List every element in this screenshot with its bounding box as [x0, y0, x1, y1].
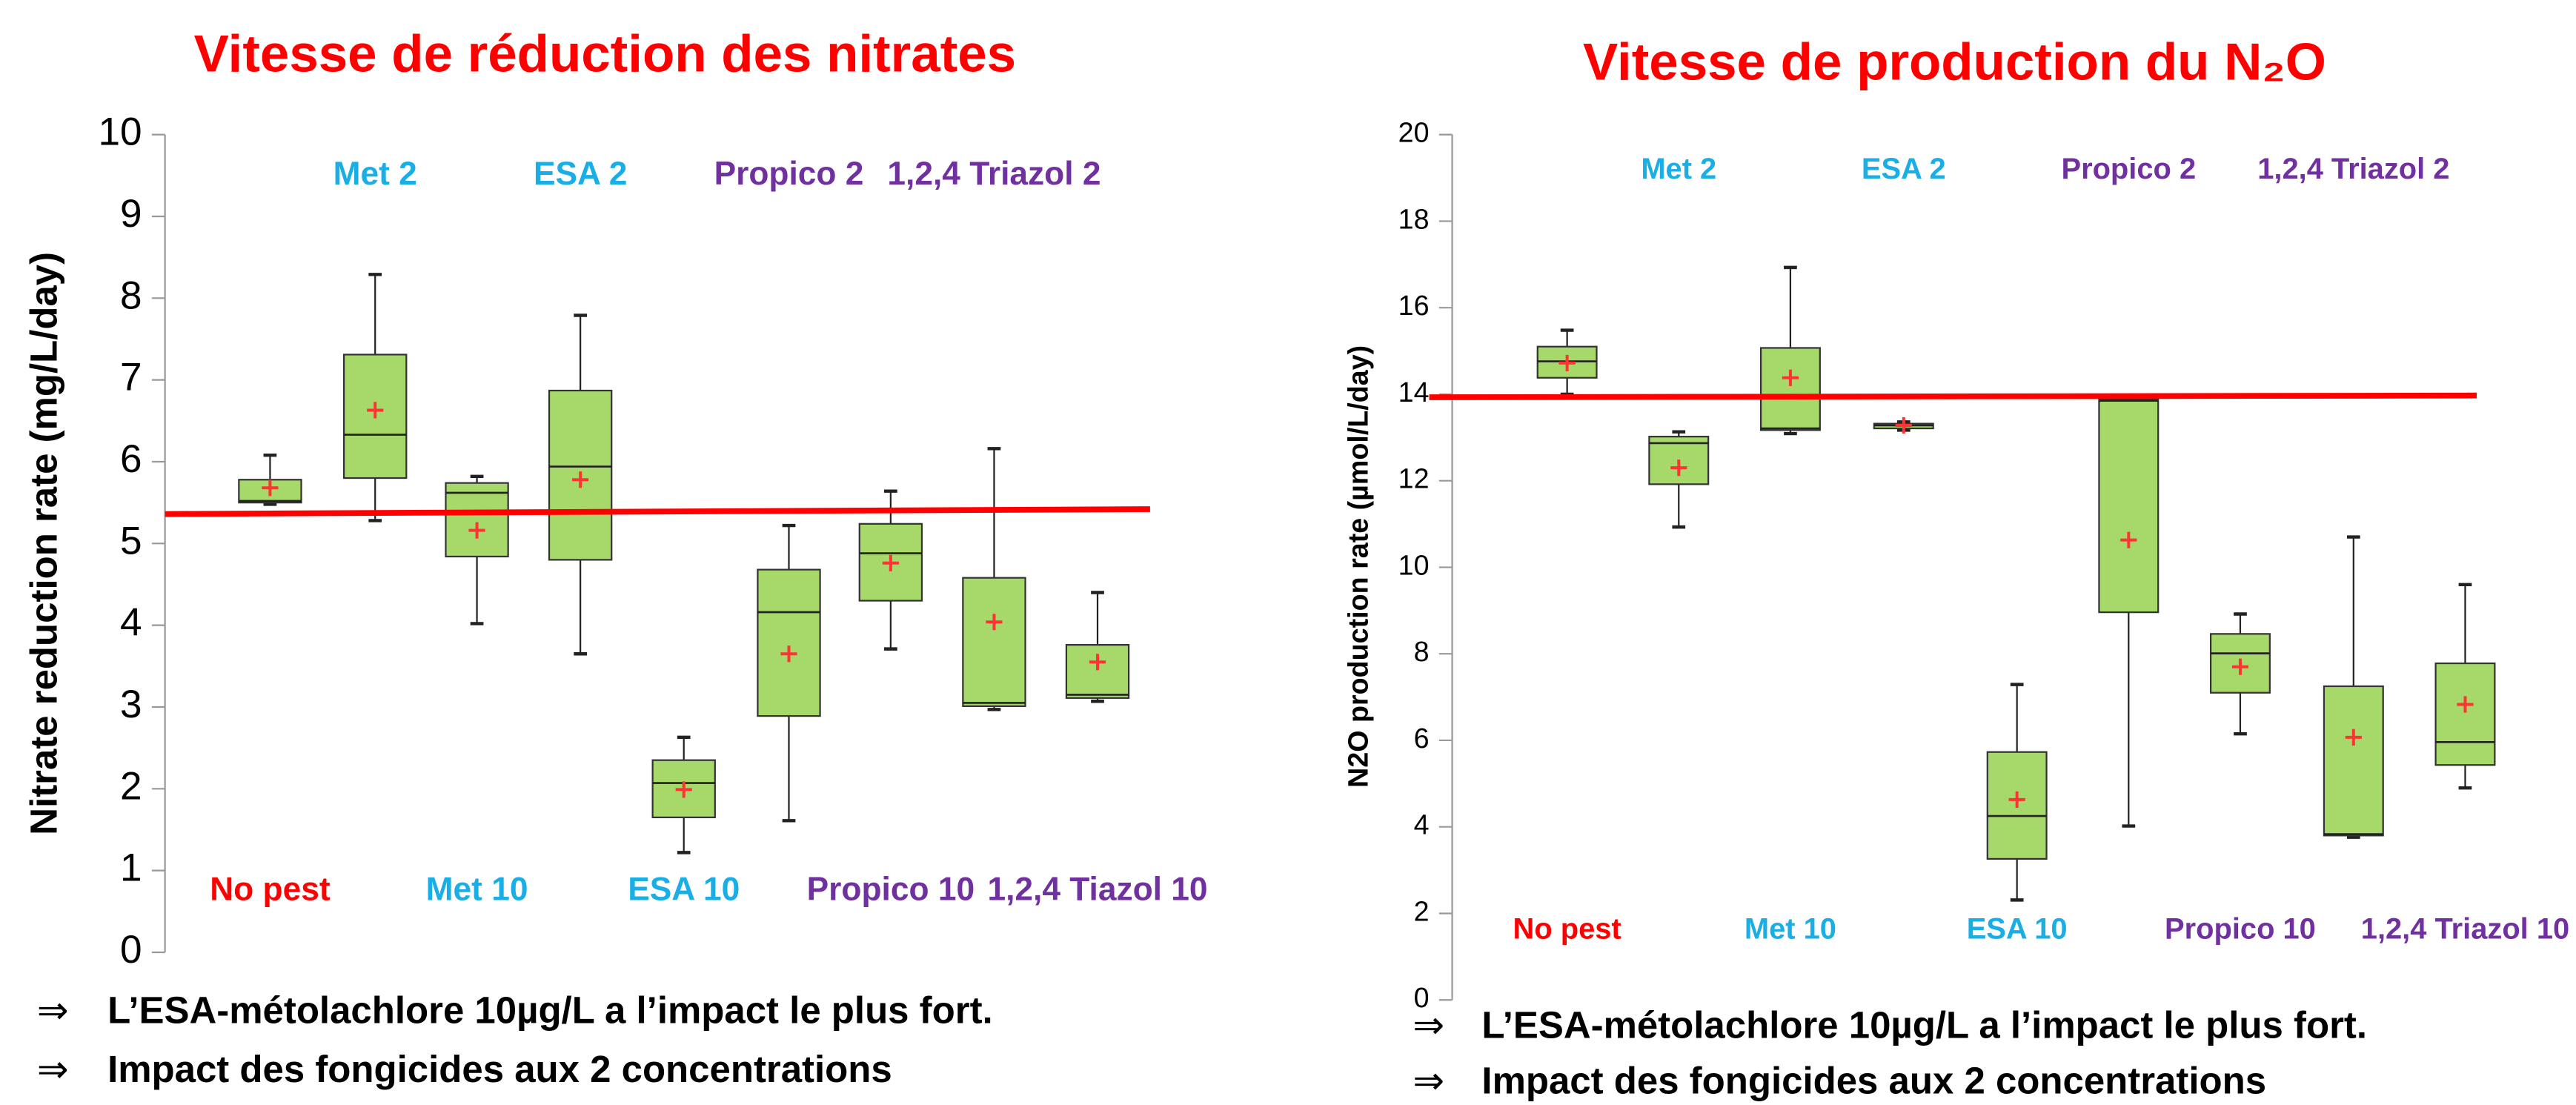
mean-marker: [882, 554, 899, 571]
y-tick-label: 4: [120, 601, 142, 645]
y-tick-label: 8: [1414, 636, 1430, 667]
note-marker: ⇒: [37, 1048, 69, 1090]
category-label: No pest: [1513, 913, 1621, 946]
category-label: ESA 10: [628, 872, 740, 908]
mean-marker: [2008, 791, 2025, 809]
box: [2098, 398, 2160, 614]
y-tick-label: 2: [120, 764, 142, 808]
note: L’ESA-métolachlore 10µg/L a l’impact le …: [107, 989, 993, 1031]
y-tick-label: 14: [1398, 376, 1430, 408]
chart-title: Vitesse de réduction des nitrates: [194, 24, 1016, 83]
mean-marker: [2345, 729, 2362, 746]
reference-line: [165, 506, 1150, 517]
mean-marker: [262, 480, 279, 497]
y-tick-label: 0: [120, 928, 142, 972]
mean-marker: [2457, 696, 2474, 713]
y-tick-label: 16: [1398, 290, 1430, 321]
y-tick-label: 18: [1398, 203, 1430, 234]
box: [2434, 662, 2496, 766]
mean-marker: [1670, 459, 1687, 477]
box: [445, 482, 509, 558]
box: [962, 577, 1026, 707]
category-label: Propico 10: [2165, 913, 2316, 946]
note-marker: ⇒: [37, 989, 69, 1031]
reference-line: [1429, 392, 2477, 400]
box: [2323, 685, 2384, 837]
y-tick-label: 6: [1414, 723, 1430, 754]
y-tick-label: 3: [120, 683, 142, 726]
y-tick-label: 20: [1398, 117, 1430, 148]
box: [1759, 347, 1821, 431]
mean-marker: [2231, 658, 2249, 675]
mean-marker: [2120, 531, 2137, 548]
mean-marker: [1089, 654, 1106, 671]
category-label: Propico 2: [2061, 153, 2196, 185]
y-tick-label: 1: [120, 846, 142, 890]
category-label: ESA 2: [1862, 153, 1946, 185]
y-tick-label: 12: [1398, 463, 1430, 494]
category-label: ESA 2: [534, 156, 627, 192]
mean-marker: [675, 781, 692, 798]
mean-marker: [780, 646, 797, 663]
category-label: 1,2,4 Triazol 10: [2361, 913, 2569, 946]
category-label: Met 10: [1745, 913, 1836, 946]
y-tick-label: 5: [120, 519, 142, 563]
y-tick-label: 0: [1414, 982, 1430, 1013]
mean-marker: [986, 614, 1003, 631]
chart-title: Vitesse de production du N₂O: [1583, 33, 2326, 91]
mean-marker: [1782, 369, 1799, 386]
category-label: 1,2,4 Triazol 2: [887, 156, 1101, 192]
note: L’ESA-métolachlore 10µg/L a l’impact le …: [1481, 1003, 2367, 1046]
y-axis-label: Nitrate reduction rate (mg/L/day): [23, 252, 65, 835]
y-tick-label: 9: [120, 192, 142, 236]
mean-marker: [1895, 417, 1912, 434]
box: [1065, 644, 1130, 699]
note: Impact des fongicides aux 2 concentratio…: [1481, 1060, 2266, 1102]
note: Impact des fongicides aux 2 concentratio…: [107, 1048, 892, 1090]
category-label: Propico 10: [807, 872, 975, 908]
y-axis-label: N2O production rate (µmol/L/day): [1342, 345, 1373, 788]
category-label: Met 2: [1641, 153, 1716, 185]
note-marker: ⇒: [1413, 1060, 1444, 1102]
mean-marker: [468, 522, 485, 539]
y-tick-label: 10: [1398, 549, 1430, 580]
y-tick-label: 7: [120, 356, 142, 399]
category-label: 1,2,4 Tiazol 10: [987, 872, 1207, 908]
note-marker: ⇒: [1413, 1003, 1444, 1046]
mean-marker: [367, 402, 384, 419]
category-label: Propico 2: [714, 156, 864, 192]
category-label: ESA 10: [1967, 913, 2068, 946]
category-label: No pest: [210, 872, 331, 908]
y-tick-label: 4: [1414, 809, 1430, 840]
category-label: Met 2: [333, 156, 417, 192]
category-label: Met 10: [426, 872, 528, 908]
y-tick-label: 2: [1414, 895, 1430, 926]
category-label: 1,2,4 Triazol 2: [2257, 153, 2449, 185]
y-tick-label: 8: [120, 273, 142, 317]
y-tick-label: 6: [120, 437, 142, 481]
y-tick-label: 10: [98, 110, 142, 154]
mean-marker: [572, 471, 589, 488]
box: [757, 568, 821, 717]
mean-marker: [1558, 354, 1576, 371]
